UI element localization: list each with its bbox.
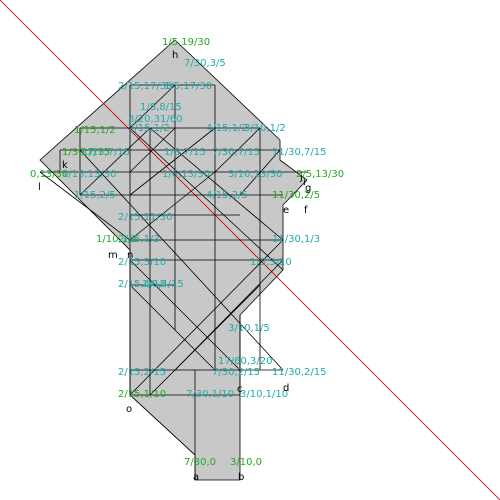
coord-label: 1/6,4/15 xyxy=(142,279,184,290)
coord-label: 11/30,1/3 xyxy=(272,234,320,245)
crease-line xyxy=(129,259,241,371)
coord-label: 1/6,13/30 xyxy=(162,169,210,180)
coord-label: 1/15,1/2 xyxy=(74,125,116,136)
crease-line xyxy=(129,284,216,371)
coord-label: 11/30,2/5 xyxy=(272,190,320,201)
coord-label: 3/10,13/30 xyxy=(228,169,282,180)
coord-label: 3/10,0 xyxy=(230,457,262,468)
coord-label: 1/15,7/15 xyxy=(82,147,130,158)
coord-label: 2/15,17/30 xyxy=(118,81,172,92)
coord-label: 11/30,2/15 xyxy=(272,367,326,378)
coord-label: 0,13/30 xyxy=(30,169,68,180)
crease-line xyxy=(129,394,196,456)
coord-label: 2/15,3/10 xyxy=(118,257,166,268)
vertex-labels: a b c d e f g h i j k l m n o xyxy=(38,50,311,483)
vertex-label-a: a xyxy=(193,472,199,483)
vertex-label-f: f xyxy=(304,205,308,216)
coord-label: 1/5,19/30 xyxy=(162,37,210,48)
coordinate-labels: 1/5,19/30 7/30,3/5 2/15,17/30 1/5,17/30 … xyxy=(30,37,344,468)
coord-label: 1/3,3/10 xyxy=(250,257,292,268)
crease-line xyxy=(129,84,176,129)
coord-label: 1/10,1/3 xyxy=(96,234,138,245)
crease-line xyxy=(129,239,284,396)
coord-label: 2/15,2/15 xyxy=(118,367,166,378)
coord-label: 7/30,0 xyxy=(184,457,216,468)
coord-label: 1/6,8/15 xyxy=(140,102,182,113)
coord-label: 4/15,1/2 xyxy=(206,123,248,134)
coord-label: 2/15,1/2 xyxy=(128,123,170,134)
vertex-label-m: m xyxy=(108,250,118,261)
coord-label: 7/30,3/5 xyxy=(184,58,226,69)
vertex-label-e: e xyxy=(283,205,289,216)
crease-line xyxy=(129,127,176,173)
coord-label: 2/5,13/30 xyxy=(296,169,344,180)
coord-label: 1/15,2/5 xyxy=(74,190,116,201)
coord-label: 2/15,4/15 xyxy=(118,279,166,290)
coord-label: 11/30,7/15 xyxy=(272,147,326,158)
vertex-label-d: d xyxy=(283,383,289,394)
vertex-label-l: l xyxy=(38,182,41,193)
coord-label: 2/15,1/3 xyxy=(118,234,160,245)
coord-label: 2/15,11/30 xyxy=(118,212,172,223)
coord-label: 3/20,31/60 xyxy=(128,114,182,125)
crease-line xyxy=(129,127,284,271)
coord-label: 2/15,1/10 xyxy=(118,389,166,400)
crease-line xyxy=(79,149,284,371)
coord-label: 7/30,1/10 xyxy=(186,389,234,400)
vertex-label-k: k xyxy=(62,160,68,171)
crease-line xyxy=(79,127,151,196)
coord-label: 1/15,13/30 xyxy=(62,169,116,180)
crease-line xyxy=(214,127,261,173)
crease-line xyxy=(174,259,284,371)
coord-label: 4/15,2/5 xyxy=(206,190,248,201)
vertex-label-n: n xyxy=(127,250,133,261)
coord-label: 3/10,1/5 xyxy=(228,323,270,334)
vertex-label-o: o xyxy=(126,404,132,415)
coord-label: 3/10,1/10 xyxy=(240,389,288,400)
vertex-label-h: h xyxy=(172,50,178,61)
coord-label: 7/30,2/15 xyxy=(212,367,260,378)
coord-label: 1/5,7/15 xyxy=(164,147,206,158)
coord-label: 1/30,7/15 xyxy=(62,147,110,158)
vertex-label-i: i xyxy=(303,177,306,188)
vertex-label-b: b xyxy=(238,472,244,483)
coord-label: 17/60,3/20 xyxy=(218,356,272,367)
crease-line xyxy=(149,127,284,241)
vertex-label-j: j xyxy=(299,172,303,183)
crease-line xyxy=(239,149,281,196)
vertex-label-c: c xyxy=(237,384,243,395)
coord-label: 3/10,1/2 xyxy=(244,123,286,134)
crease-line xyxy=(129,127,216,196)
crease-line xyxy=(129,171,216,241)
coord-label: 7/30,7/15 xyxy=(212,147,260,158)
crease-line xyxy=(39,171,131,241)
vertex-label-g: g xyxy=(305,183,311,194)
crease-lines xyxy=(39,84,307,480)
coord-label: 1/5,17/30 xyxy=(164,81,212,92)
